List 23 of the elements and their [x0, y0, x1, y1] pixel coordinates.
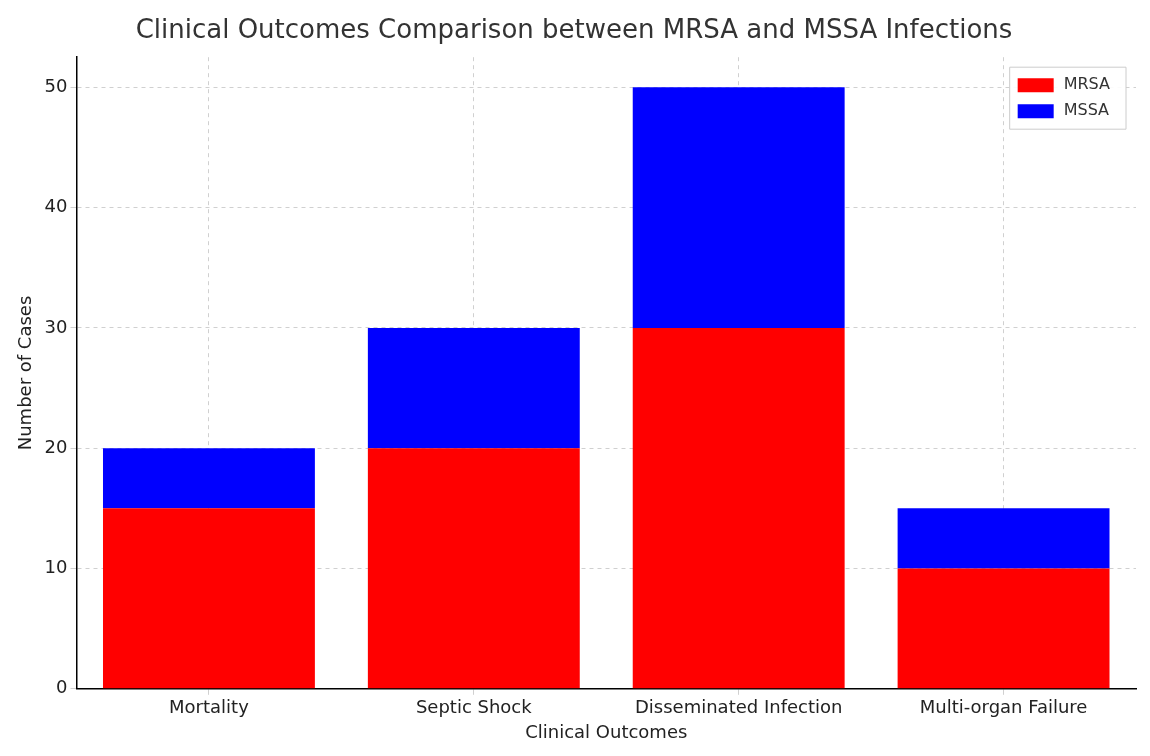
bar: [102, 448, 315, 509]
bar: [632, 327, 845, 689]
chart-title: Clinical Outcomes Comparison between MRSA and MSSA Infections: [135, 14, 1013, 45]
x-tick-label: Septic Shock: [415, 696, 533, 718]
y-tick-label: 0: [56, 676, 68, 698]
legend-label: MSSA: [1063, 100, 1110, 120]
y-tick-label: 10: [44, 556, 68, 578]
y-tick-label: 40: [44, 195, 68, 217]
bar: [897, 568, 1110, 689]
bar: [897, 508, 1110, 569]
x-axis-title: Clinical Outcomes: [525, 720, 688, 742]
x-tick-label: Disseminated Infection: [634, 696, 843, 718]
bar: [367, 327, 580, 449]
bar: [632, 87, 845, 328]
bar: [102, 508, 315, 689]
y-axis-title: Number of Cases: [14, 295, 36, 451]
x-tick-label: Multi-organ Failure: [919, 696, 1088, 718]
y-tick-label: 50: [44, 74, 68, 96]
legend-label: MRSA: [1063, 74, 1111, 94]
bar: [367, 448, 580, 689]
y-tick-label: 30: [44, 315, 68, 337]
y-tick-label: 20: [44, 435, 68, 457]
x-tick-label: Mortality: [169, 696, 250, 718]
